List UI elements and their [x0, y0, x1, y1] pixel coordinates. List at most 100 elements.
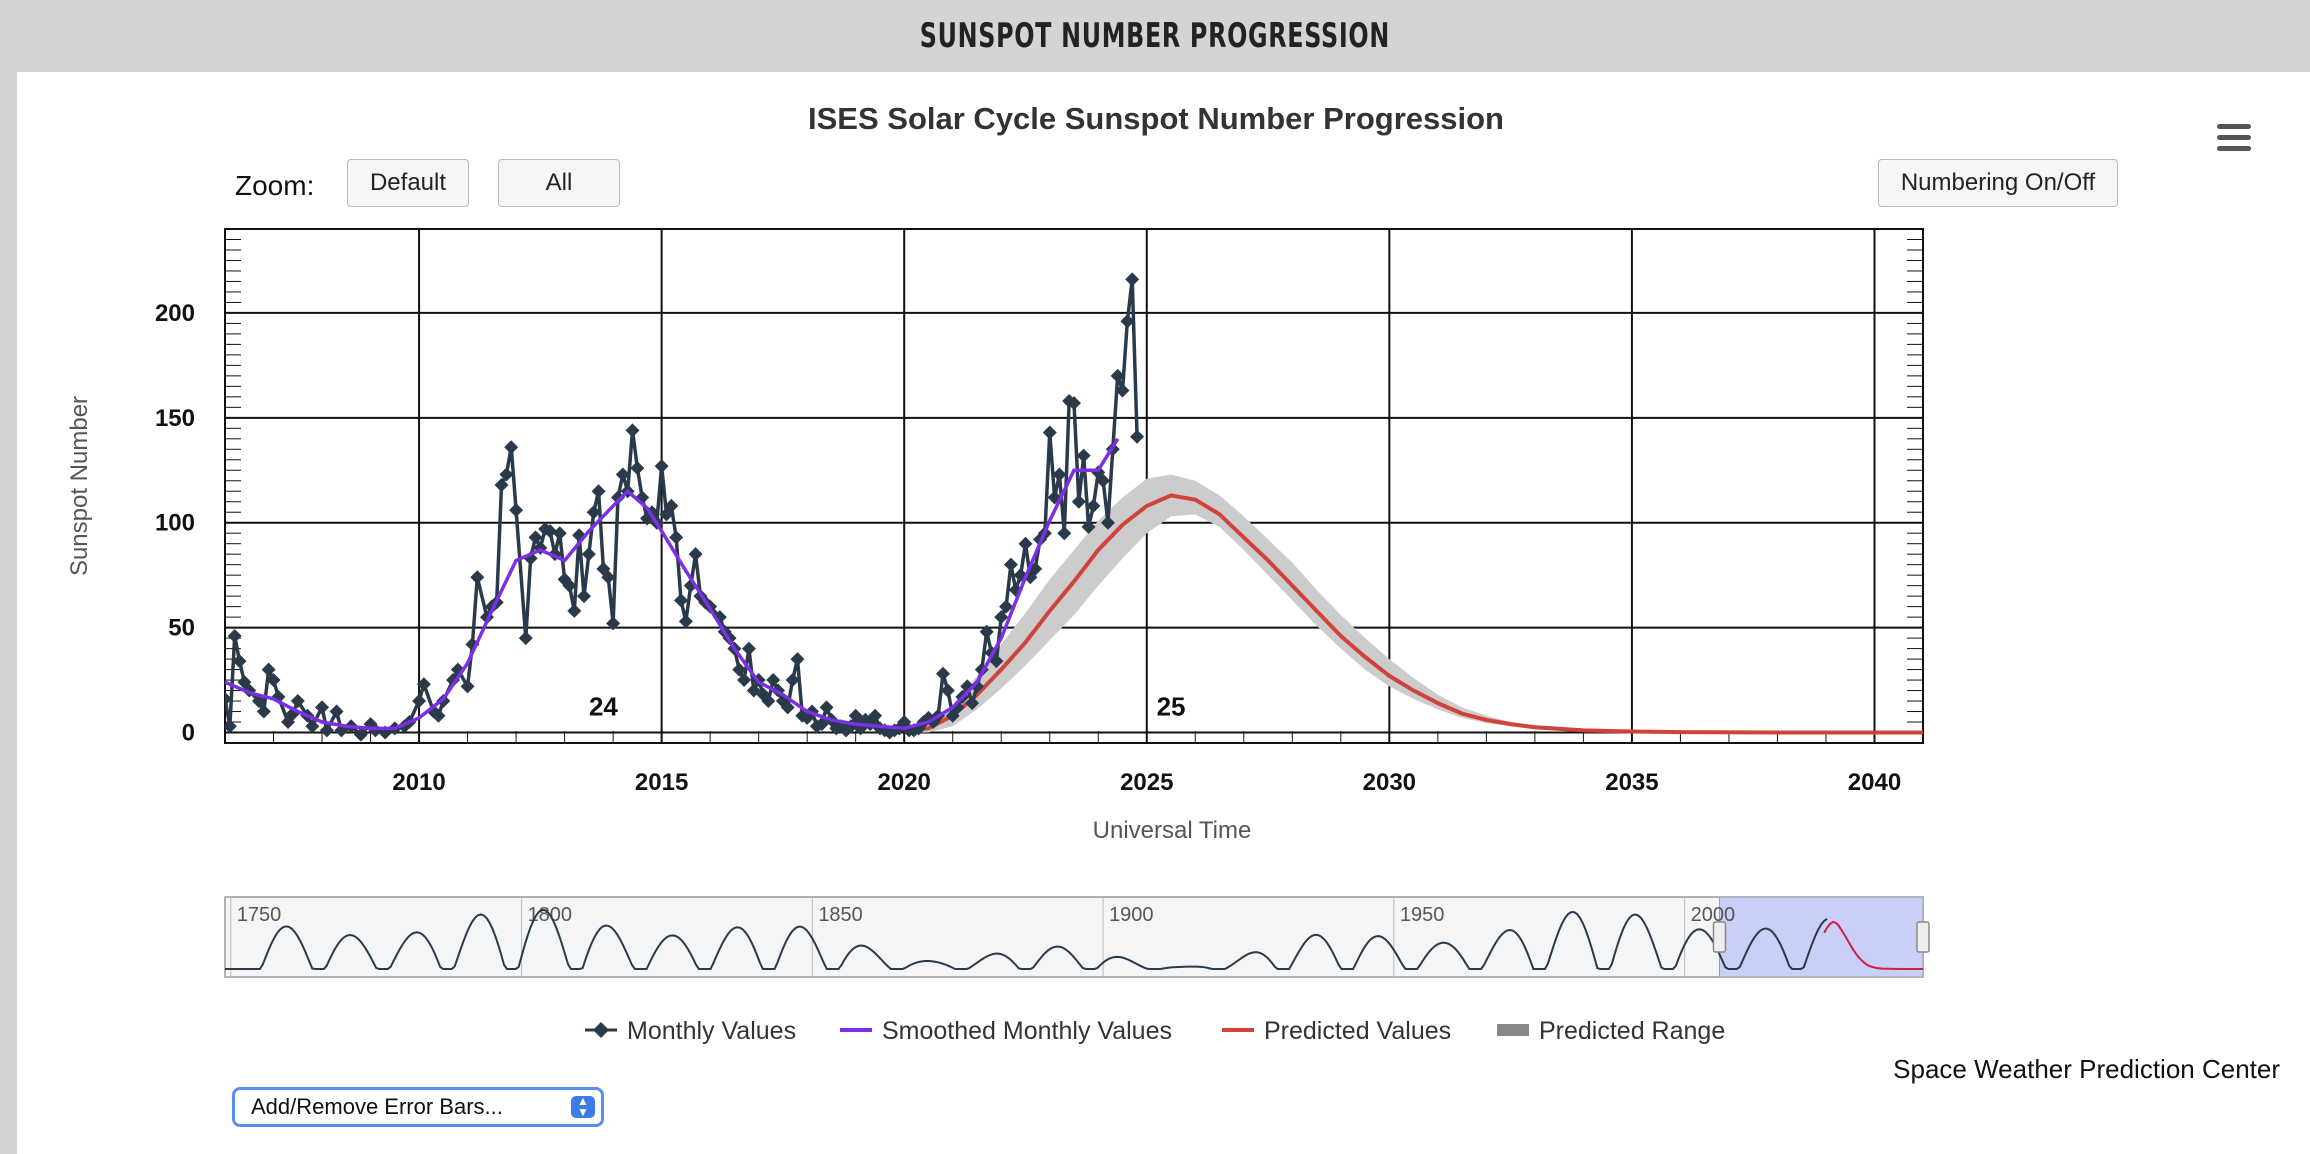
monthly-value-point	[329, 704, 344, 719]
x-tick-label: 2035	[1605, 769, 1658, 796]
monthly-value-point	[1130, 429, 1145, 444]
monthly-value-point	[586, 505, 601, 520]
monthly-value-point	[741, 641, 756, 656]
monthly-value-point	[225, 691, 232, 706]
monthly-value-point	[601, 570, 616, 585]
sunspot-chart: ISES Solar Cycle Sunspot Number Progress…	[66, 101, 1930, 1045]
monthly-value-point	[989, 654, 1004, 669]
page-banner-title: SUNSPOT NUMBER PROGRESSION	[919, 16, 1391, 56]
select-chevron-icon: ▲ ▼	[571, 1095, 595, 1118]
x-tick-label: 2025	[1120, 769, 1173, 796]
legend-label: Smoothed Monthly Values	[882, 1017, 1172, 1045]
x-tick-label: 2040	[1848, 769, 1901, 796]
monthly-value-point	[1110, 368, 1125, 383]
monthly-value-point	[225, 719, 237, 734]
monthly-value-point	[1076, 448, 1091, 463]
monthly-value-point	[790, 652, 805, 667]
monthly-value-point	[1018, 536, 1033, 551]
monthly-value-point	[412, 694, 427, 709]
monthly-value-point	[1042, 425, 1057, 440]
navigator-tick-label: 1950	[1400, 904, 1445, 926]
numbering-toggle-button[interactable]: Numbering On/Off	[1878, 159, 2118, 207]
monthly-value-point	[630, 461, 645, 476]
monthly-value-point	[669, 530, 684, 545]
monthly-value-point	[664, 498, 679, 513]
x-axis-label: Universal Time	[1093, 817, 1252, 844]
monthly-value-point	[615, 467, 630, 482]
monthly-value-point	[1115, 383, 1130, 398]
monthly-value-point	[499, 467, 514, 482]
monthly-value-point	[251, 694, 266, 709]
monthly-value-point	[819, 700, 834, 715]
monthly-value-point	[552, 526, 567, 541]
monthly-value-point	[1125, 272, 1140, 287]
chart-title: ISES Solar Cycle Sunspot Number Progress…	[808, 101, 1504, 136]
monthly-value-point	[562, 578, 577, 593]
x-tick-label: 2015	[635, 769, 688, 796]
monthly-value-point	[353, 727, 368, 742]
monthly-value-point	[688, 547, 703, 562]
monthly-value-point	[577, 589, 592, 604]
monthly-value-point	[785, 673, 800, 688]
monthly-value-point	[610, 490, 625, 505]
monthly-value-point	[654, 459, 669, 474]
x-tick-label: 2010	[392, 769, 445, 796]
monthly-value-point	[581, 547, 596, 562]
navigator-tick-label: 1850	[818, 904, 863, 926]
monthly-value-point	[305, 719, 320, 734]
zoom-all-button[interactable]: All	[498, 159, 620, 207]
monthly-value-point	[1052, 467, 1067, 482]
monthly-value-point	[780, 700, 795, 715]
navigator-handle	[1916, 921, 1930, 953]
plot-series	[225, 272, 1923, 742]
monthly-value-point	[547, 547, 562, 562]
plot-area	[224, 228, 1924, 744]
cycle-number-label: 24	[589, 692, 618, 722]
monthly-value-point	[1057, 526, 1072, 541]
monthly-value-point	[1120, 314, 1135, 329]
y-axis-label: Sunspot Number	[66, 396, 93, 576]
monthly-value-point	[1071, 494, 1086, 509]
navigator-predicted-line	[1823, 920, 1923, 970]
cycle-number-label: 25	[1157, 692, 1186, 722]
credit-text: Space Weather Prediction Center	[1893, 1054, 2280, 1084]
monthly-value-point	[999, 599, 1014, 614]
x-tick-label: 2020	[878, 769, 931, 796]
monthly-value-point	[494, 477, 509, 492]
monthly-value-point	[766, 673, 781, 688]
monthly-value-point	[979, 624, 994, 639]
monthly-value-point	[315, 700, 330, 715]
page-banner: SUNSPOT NUMBER PROGRESSION	[0, 0, 2310, 72]
legend-monthly-marker	[593, 1022, 609, 1038]
chart-panel: ISES Solar Cycle Sunspot Number Progress…	[17, 72, 2310, 1154]
monthly-value-point	[761, 694, 776, 709]
monthly-value-point	[518, 631, 533, 646]
monthly-value-point	[591, 484, 606, 499]
monthly-value-point	[266, 673, 281, 688]
y-tick-label: 150	[155, 405, 195, 432]
hamburger-menu-icon[interactable]	[2217, 124, 2251, 154]
monthly-value-point	[431, 708, 446, 723]
monthly-value-point	[290, 694, 305, 709]
navigator-tick-label: 1900	[1109, 904, 1154, 926]
monthly-value-point	[319, 723, 334, 738]
monthly-value-point	[1100, 515, 1115, 530]
smoothed-values-line	[225, 437, 1120, 731]
monthly-value-point	[416, 677, 431, 692]
navigator-handle	[1712, 921, 1727, 953]
zoom-default-button[interactable]: Default	[347, 159, 469, 207]
monthly-value-point	[678, 614, 693, 629]
error-bars-select[interactable]: Add/Remove Error Bars... ▲ ▼	[232, 1087, 604, 1127]
navigator-frame	[224, 896, 1924, 978]
navigator-tick-label: 2000	[1691, 904, 1736, 926]
navigator-tick-label: 1750	[237, 904, 282, 926]
y-tick-label: 200	[155, 300, 195, 327]
monthly-value-point	[567, 603, 582, 618]
monthly-value-point	[1067, 396, 1081, 411]
monthly-value-point	[504, 440, 519, 455]
monthly-value-point	[1003, 557, 1018, 572]
monthly-value-point	[1096, 473, 1111, 488]
x-tick-label: 2030	[1363, 769, 1416, 796]
monthly-value-point	[940, 683, 955, 698]
y-tick-label: 100	[155, 510, 195, 537]
